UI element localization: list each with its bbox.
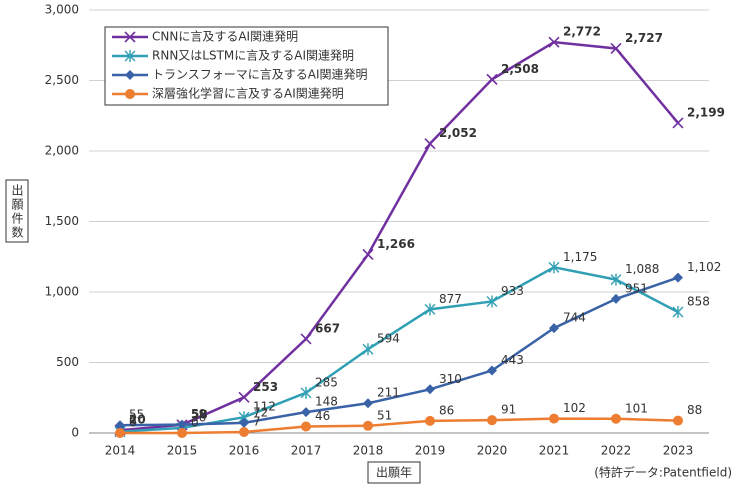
data-label: 0 [129,416,137,430]
y-tick-label: 0 [71,426,79,440]
data-label: 951 [625,281,648,295]
marker [611,294,621,304]
data-label: 2,199 [687,105,725,119]
data-label: 91 [501,403,516,417]
x-tick-label: 2020 [477,444,508,458]
data-label: 285 [315,375,338,389]
legend-label: CNNに言及するAI関連発明 [152,30,298,44]
data-label: 148 [315,395,338,409]
x-axis-label: 出願年 [376,466,412,480]
legend-label: 深層強化学習に言及するAI関連発明 [152,86,344,101]
source-note: (特許データ:Patentfield) [594,465,732,480]
x-tick-label: 2014 [105,444,136,458]
data-label: 594 [377,332,400,346]
x-tick-label: 2016 [229,444,260,458]
marker [363,343,373,355]
data-label: 2,508 [501,62,539,76]
marker [301,387,311,399]
y-tick-label: 500 [56,355,79,369]
y-axis-label: 出願件数 [10,184,24,240]
y-tick-label: 1,500 [45,214,79,228]
x-tick-label: 2015 [167,444,198,458]
data-label: 443 [501,353,524,367]
x-tick-label: 2017 [291,444,322,458]
marker [425,416,435,426]
marker [239,392,249,402]
series-line [120,278,678,426]
data-label: 7 [253,415,261,429]
data-label: 51 [377,408,392,422]
y-tick-label: 3,000 [45,3,79,17]
data-label: 2,052 [439,126,477,140]
x-tick-label: 2022 [601,444,632,458]
marker [301,407,311,417]
data-label: 88 [687,403,702,417]
marker [301,422,311,432]
x-tick-label: 2018 [353,444,384,458]
marker [115,428,125,438]
y-tick-label: 2,000 [45,144,79,158]
marker [239,427,249,437]
marker [363,249,373,259]
data-label: 310 [439,372,462,386]
x-tick-label: 2023 [663,444,694,458]
marker [673,118,683,128]
data-label: 1,266 [377,237,415,251]
marker [611,414,621,424]
x-tick-label: 2019 [415,444,446,458]
data-label: 2,727 [625,31,663,45]
marker [487,415,497,425]
data-label: 101 [625,401,648,415]
marker [125,89,135,99]
marker [487,74,497,84]
legend: CNNに言及するAI関連発明 RNN又はLSTMに言及するAI関連発明トランスフォ… [105,27,388,105]
data-label: 211 [377,386,400,400]
data-label: 86 [439,403,454,417]
marker [673,416,683,426]
marker [301,334,311,344]
marker [239,418,249,428]
data-label: 667 [315,321,340,335]
data-label: 933 [501,284,524,298]
data-label: 1,088 [625,262,659,276]
marker [549,414,559,424]
data-label: 253 [253,380,278,394]
legend-label: RNN又はLSTMに言及するAI関連発明 [152,49,354,63]
y-tick-label: 2,500 [45,73,79,87]
marker [425,384,435,394]
data-label: 1,175 [563,250,597,264]
data-label: 46 [315,409,330,423]
data-label: 858 [687,295,710,309]
data-label: 2,772 [563,25,601,39]
legend-label: トランスフォーマに言及するAI関連発明 [152,68,368,82]
marker [425,139,435,149]
marker [673,306,683,318]
marker [363,421,373,431]
data-label: 877 [439,292,462,306]
data-label: 102 [563,401,586,415]
y-tick-label: 1,000 [45,285,79,299]
marker [177,428,187,438]
x-tick-label: 2021 [539,444,570,458]
marker [673,273,683,283]
data-label: 1,102 [687,260,721,274]
marker [363,398,373,408]
data-label: 0 [191,416,199,430]
data-label: 744 [563,311,586,325]
